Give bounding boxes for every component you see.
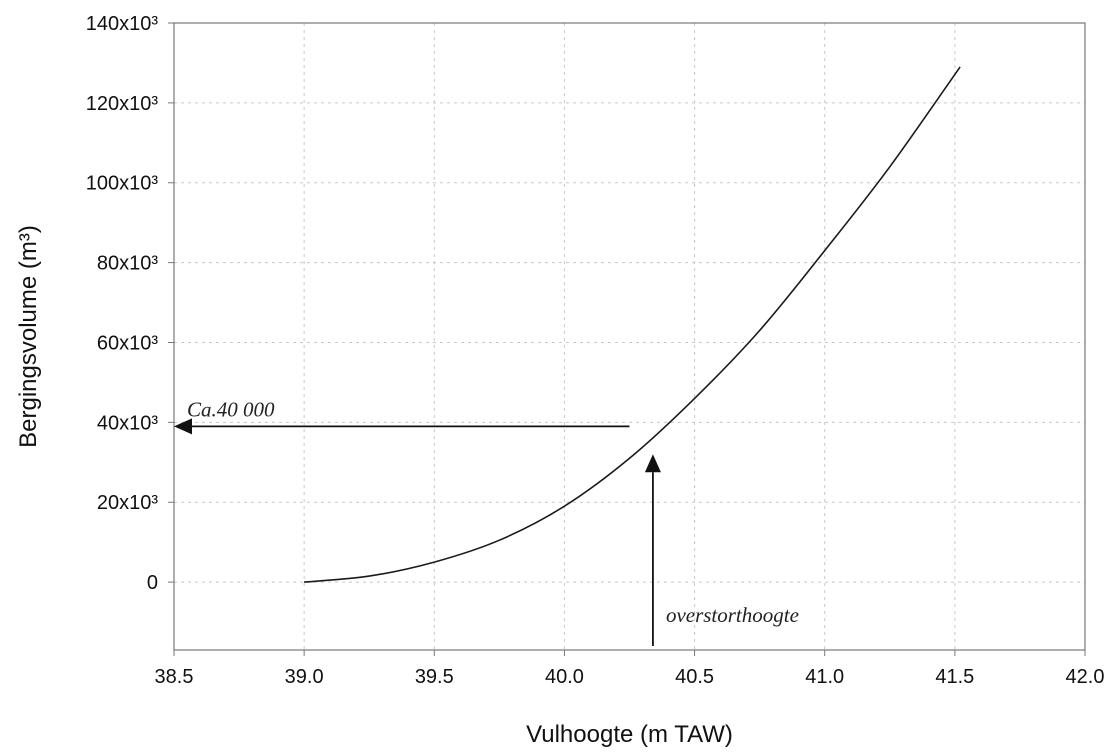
plot-frame xyxy=(173,22,1086,651)
series-line xyxy=(304,66,961,583)
x-axis-title: Vulhoogte (m TAW) xyxy=(526,721,733,748)
annotation-arrowhead xyxy=(644,454,661,473)
annotation-label: overstorthoogte xyxy=(666,603,799,627)
y-tick-label: 60x10³ xyxy=(97,332,158,354)
x-tick-label: 39.5 xyxy=(415,666,454,688)
y-tick-label: 140x10³ xyxy=(86,13,159,35)
x-tick-label: 39.0 xyxy=(285,666,324,688)
y-tick-label: 20x10³ xyxy=(97,492,158,514)
y-tick-label: 100x10³ xyxy=(86,173,159,195)
x-tick-label: 40.0 xyxy=(545,666,584,688)
annotations: Ca.40 000 overstorthoogte xyxy=(174,397,799,647)
grid-lines xyxy=(174,23,1085,650)
y-tick-label: 0 xyxy=(147,572,158,594)
y-axis-title: Bergingsvolume (m³) xyxy=(15,225,42,448)
y-tick-label: 80x10³ xyxy=(97,253,158,275)
x-tick-label: 40.5 xyxy=(675,666,714,688)
x-tick-label: 42.0 xyxy=(1066,666,1105,688)
x-tick-label: 41.5 xyxy=(935,666,974,688)
annotation-arrowhead xyxy=(174,418,192,435)
axis-ticks: 38.5 39.0 39.5 40.0 40.5 41.0 41.5 42.0 0 20x10³ 4… xyxy=(86,13,1105,688)
x-tick-label: 41.0 xyxy=(805,666,844,688)
y-tick-label: 40x10³ xyxy=(97,412,158,434)
annotation-label: Ca.40 000 xyxy=(187,397,275,421)
y-tick-label: 120x10³ xyxy=(86,93,159,115)
x-tick-label: 38.5 xyxy=(155,666,194,688)
